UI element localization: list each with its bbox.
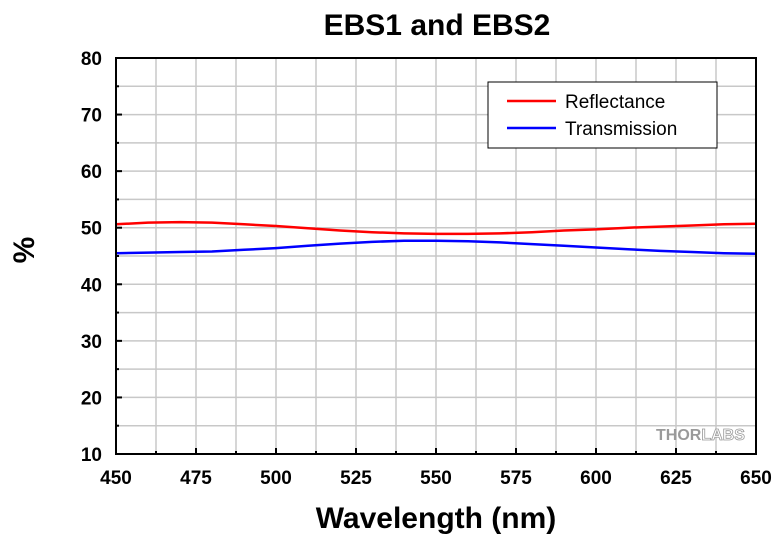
legend-label-reflectance: Reflectance bbox=[565, 92, 665, 113]
thorlabs-logo: THORLABS bbox=[656, 427, 746, 445]
chart-title: EBS1 and EBS2 bbox=[324, 9, 551, 42]
y-tick-label: 70 bbox=[81, 106, 102, 127]
series-layer bbox=[115, 220, 757, 255]
series-line-transmission bbox=[115, 239, 757, 255]
x-tick-label: 575 bbox=[500, 468, 532, 489]
y-tick-label: 30 bbox=[81, 332, 102, 353]
x-tick-label: 650 bbox=[740, 468, 772, 489]
x-tick-label: 500 bbox=[260, 468, 292, 489]
watermark-thor: THOR bbox=[656, 427, 702, 444]
y-tick-label: 20 bbox=[81, 388, 102, 409]
svg-text:THORLABS: THORLABS bbox=[656, 427, 745, 444]
x-tick-label: 450 bbox=[100, 468, 132, 489]
y-tick-label: 50 bbox=[81, 219, 102, 240]
x-axis-tick-labels: 450 475 500 525 550 575 600 625 650 bbox=[100, 468, 772, 489]
y-tick-label: 10 bbox=[81, 445, 102, 466]
y-tick-label: 80 bbox=[81, 49, 102, 70]
x-tick-label: 625 bbox=[660, 468, 692, 489]
legend-box bbox=[487, 81, 718, 149]
series-line-reflectance bbox=[115, 220, 757, 236]
y-tick-label: 60 bbox=[81, 162, 102, 183]
x-tick-label: 550 bbox=[420, 468, 452, 489]
x-axis-label: Wavelength (nm) bbox=[316, 502, 557, 535]
axis-ticks bbox=[115, 57, 757, 455]
legend: Reflectance Transmission bbox=[487, 81, 718, 149]
legend-label-transmission: Transmission bbox=[565, 119, 677, 140]
x-tick-label: 525 bbox=[340, 468, 372, 489]
x-tick-label: 475 bbox=[180, 468, 212, 489]
x-tick-label: 600 bbox=[580, 468, 612, 489]
y-axis-label: % bbox=[8, 237, 41, 264]
y-tick-label: 40 bbox=[81, 275, 102, 296]
y-axis-tick-labels: 10 20 30 40 50 60 70 80 bbox=[81, 49, 102, 466]
watermark-labs: LABS bbox=[701, 427, 745, 444]
